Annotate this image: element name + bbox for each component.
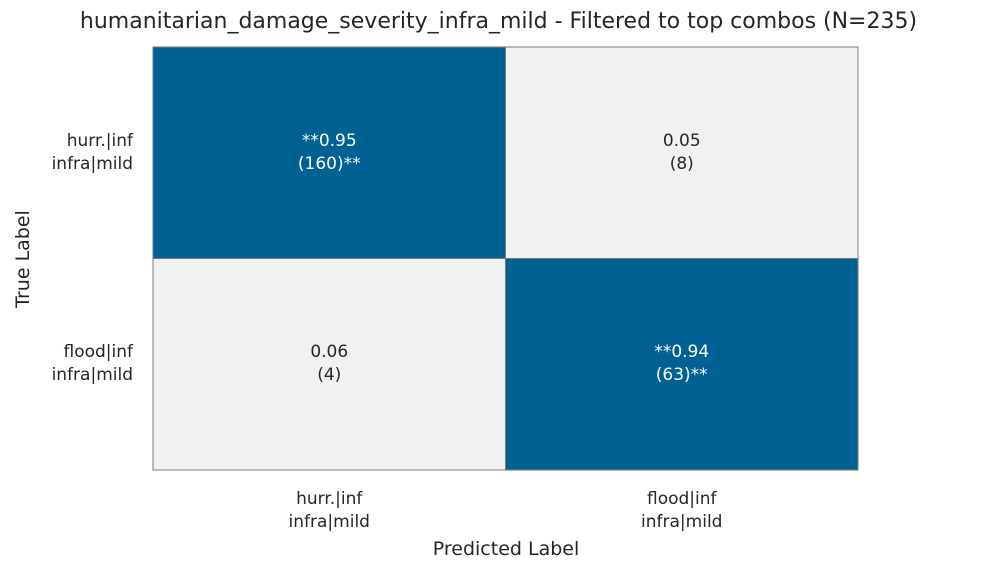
heatmap-cell [505,46,859,259]
y-tick-label: flood|inf infra|mild [51,342,133,386]
x-axis-title: Predicted Label [432,538,580,560]
heatmap-cell [152,258,506,471]
cell-value-label: **0.95 (160)** [297,130,361,174]
heatmap-cell [152,46,506,259]
cell-value-label: 0.05 (8) [662,130,701,174]
x-tick-label: flood|inf infra|mild [641,489,723,532]
x-tick-label: hurr.|inf infra|mild [288,489,370,532]
heatmap-cell [505,258,859,471]
cell-value-label: **0.94 (63)** [654,342,710,386]
cell-value-label: 0.06 (4) [310,342,349,386]
y-tick-label: hurr.|inf infra|mild [51,130,133,174]
chart-title: humanitarian_damage_severity_infra_mild … [79,9,918,34]
